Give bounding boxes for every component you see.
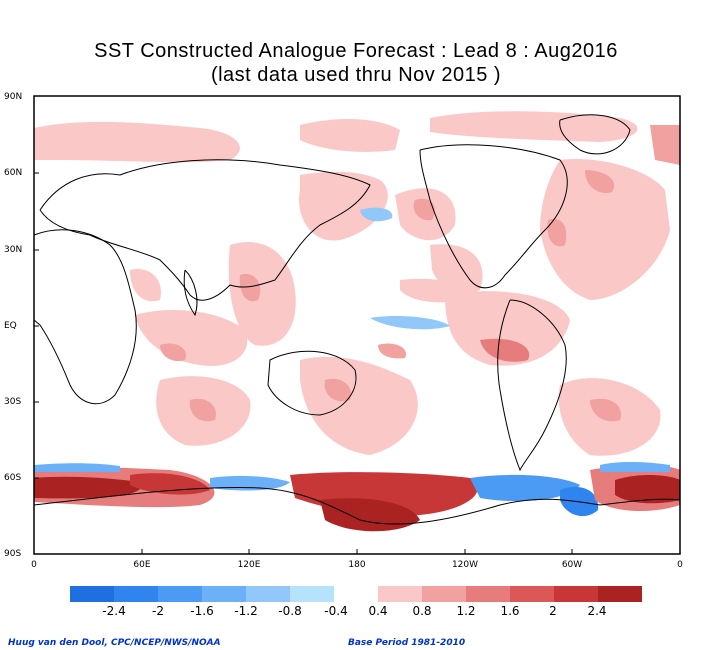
legend-swatch-negative — [290, 586, 334, 602]
lat-label-60n: 60N — [4, 168, 23, 178]
legend-label: -1.2 — [234, 604, 258, 618]
lat-label-eq: EQ — [4, 321, 17, 331]
legend-label: 0.4 — [368, 604, 388, 618]
lat-label-30s: 30S — [4, 397, 22, 407]
lon-label-120w: 120W — [451, 560, 479, 570]
base-period-text: Base Period 1981-2010 — [348, 638, 466, 648]
legend-swatch-negative — [114, 586, 158, 602]
legend-label: -0.4 — [324, 604, 348, 618]
legend-swatch-negative — [202, 586, 246, 602]
lon-label-120e: 120E — [237, 560, 261, 570]
legend-label: 1.6 — [500, 604, 520, 618]
legend-label: 1.2 — [456, 604, 476, 618]
legend-swatch-negative — [70, 586, 114, 602]
axis-ticks — [34, 172, 573, 554]
lon-label-0-east: 0 — [677, 560, 683, 570]
anomaly-shading — [34, 111, 680, 532]
legend-label: 2 — [549, 604, 557, 618]
lat-label-90n: 90N — [4, 92, 23, 102]
legend-swatch-positive — [598, 586, 642, 602]
legend-swatch-positive — [466, 586, 510, 602]
legend-label: -2 — [152, 604, 164, 618]
lon-label-60e: 60E — [133, 560, 151, 570]
legend-label: -2.4 — [102, 604, 126, 618]
lat-label-30n: 30N — [4, 245, 23, 255]
legend-label: -1.6 — [190, 604, 214, 618]
map-subtitle: (last data used thru Nov 2015 ) — [210, 64, 502, 86]
lon-label-180: 180 — [348, 560, 366, 570]
legend-swatch-positive — [510, 586, 554, 602]
legend-swatch-positive — [422, 586, 466, 602]
lon-label-0: 0 — [31, 560, 37, 570]
lat-label-60s: 60S — [4, 473, 22, 483]
legend-swatch-negative — [246, 586, 290, 602]
map-title: SST Constructed Analogue Forecast : Lead… — [94, 40, 618, 62]
legend-label: -0.8 — [278, 604, 302, 618]
lon-label-60w: 60W — [561, 560, 583, 570]
coastlines — [33, 114, 681, 525]
legend-swatch-negative — [158, 586, 202, 602]
legend-colorbar — [70, 586, 642, 602]
lat-label-90s: 90S — [4, 549, 22, 559]
legend-label: 2.4 — [587, 604, 607, 618]
legend-label: 0.8 — [412, 604, 432, 618]
credit-text: Huug van den Dool, CPC/NCEP/NWS/NOAA — [8, 638, 221, 648]
legend-swatch-positive — [554, 586, 598, 602]
legend-swatch-positive — [378, 586, 422, 602]
